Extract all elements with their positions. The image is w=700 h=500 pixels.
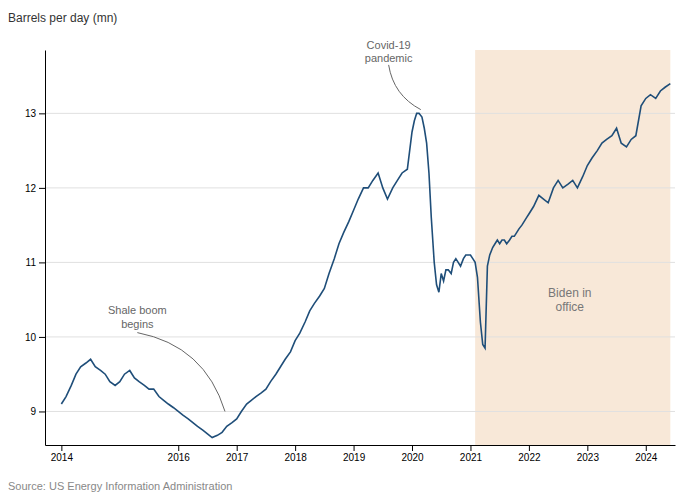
y-tick-mark xyxy=(39,113,45,114)
y-tick-label: 10 xyxy=(25,332,37,343)
grid-line xyxy=(45,336,675,337)
x-tick-label: 2017 xyxy=(226,452,249,463)
x-tick-mark xyxy=(237,445,238,451)
data-line xyxy=(61,84,670,438)
x-tick-mark xyxy=(470,445,471,451)
x-tick-label: 2019 xyxy=(343,452,366,463)
grid-line xyxy=(45,411,675,412)
x-tick-label: 2016 xyxy=(168,452,191,463)
y-tick-mark xyxy=(39,411,45,412)
annotation-label: Covid-19pandemic xyxy=(365,39,413,64)
y-axis-label: Barrels per day (mn) xyxy=(8,11,117,25)
annotation-label: Shale boombegins xyxy=(108,304,167,329)
x-tick-label: 2014 xyxy=(51,452,74,463)
line-group xyxy=(61,84,670,438)
x-tick-mark xyxy=(61,445,62,451)
y-tick-mark xyxy=(39,337,45,338)
x-axis: 2014 2016 2017 2018 2019 2020 2021 2022 2023 2024 xyxy=(46,445,676,463)
x-tick-mark xyxy=(529,445,530,451)
x-tick: 2018 xyxy=(285,445,308,463)
x-tick-mark xyxy=(412,445,413,451)
x-tick: 2024 xyxy=(635,445,658,463)
x-tick-label: 2024 xyxy=(635,452,658,463)
x-tick-label: 2018 xyxy=(285,452,308,463)
grid xyxy=(45,113,675,411)
x-tick: 2016 xyxy=(168,445,191,463)
x-tick-mark xyxy=(587,445,588,451)
y-axis-line xyxy=(45,51,46,446)
y-tick-mark xyxy=(39,262,45,263)
y-axis: 9 10 11 12 13 xyxy=(25,51,46,446)
x-tick-mark xyxy=(178,445,179,451)
x-tick: 2014 xyxy=(51,445,74,463)
y-tick: 9 xyxy=(30,406,45,417)
x-tick-label: 2020 xyxy=(401,452,424,463)
x-tick-label: 2023 xyxy=(577,452,600,463)
y-tick-label: 11 xyxy=(26,257,37,268)
x-tick-mark xyxy=(646,445,647,451)
y-tick: 11 xyxy=(26,257,45,268)
y-tick-mark xyxy=(39,188,45,189)
y-tick: 13 xyxy=(25,108,45,119)
y-tick: 12 xyxy=(25,183,45,194)
x-tick-mark xyxy=(295,445,296,451)
grid-line xyxy=(45,262,675,263)
y-tick-label: 9 xyxy=(30,406,36,417)
annotation-connector xyxy=(137,333,225,412)
x-tick: 2020 xyxy=(401,445,424,463)
grid-line xyxy=(45,187,675,188)
x-tick: 2017 xyxy=(226,445,249,463)
x-tick: 2023 xyxy=(577,445,600,463)
x-axis-line xyxy=(46,445,676,446)
x-tick-mark xyxy=(354,445,355,451)
x-tick-label: 2021 xyxy=(460,452,483,463)
x-tick: 2021 xyxy=(460,445,483,463)
y-tick: 10 xyxy=(25,332,45,343)
annotation-connector xyxy=(389,65,421,110)
y-tick-label: 12 xyxy=(25,183,37,194)
source-note: Source: US Energy Information Administra… xyxy=(8,480,232,492)
y-tick-label: 13 xyxy=(25,108,37,119)
grid-line xyxy=(45,113,675,114)
x-tick: 2022 xyxy=(518,445,541,463)
x-tick-label: 2022 xyxy=(518,452,541,463)
plot-area: 2014 2016 2017 2018 2019 2020 2021 2022 2023 2024… xyxy=(25,39,676,463)
x-tick: 2019 xyxy=(343,445,366,463)
chart: 2014 2016 2017 2018 2019 2020 2021 2022 2023 2024… xyxy=(0,0,700,500)
span-label: Biden inoffice xyxy=(548,286,591,314)
